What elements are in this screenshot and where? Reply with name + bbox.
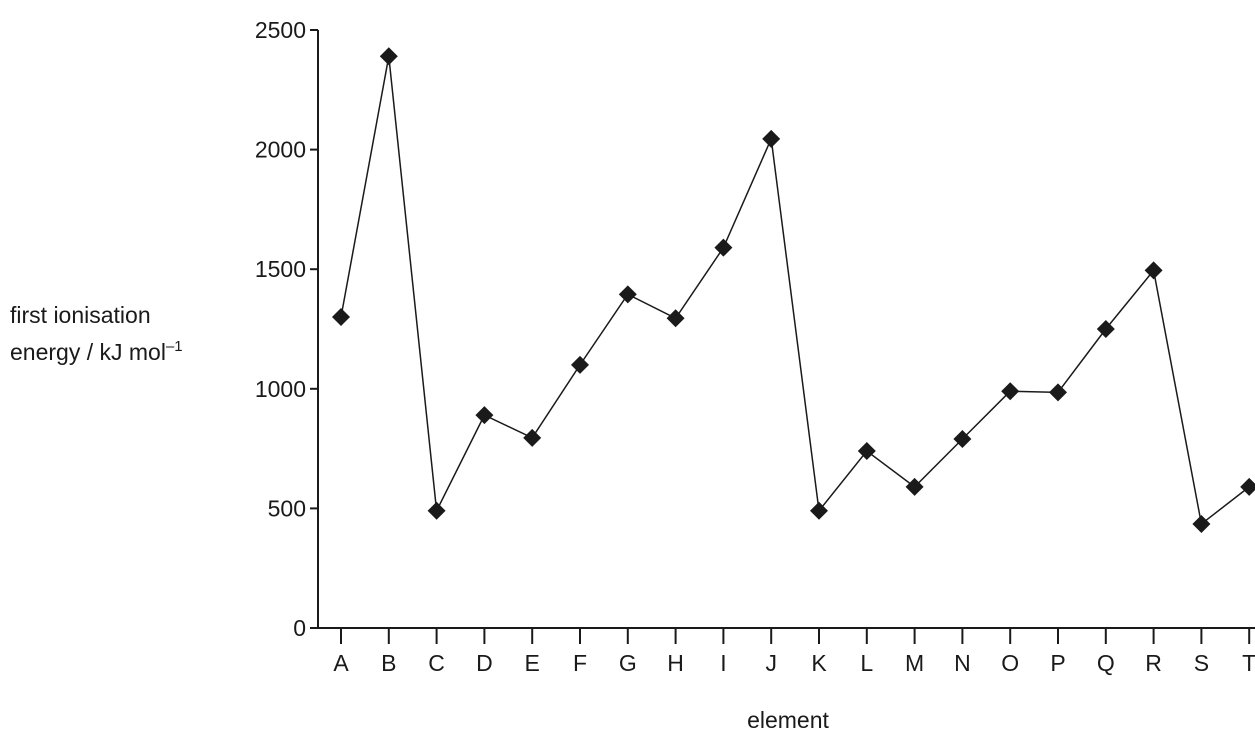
- x-tick-label: D: [476, 650, 493, 676]
- x-tick-label: N: [954, 650, 971, 676]
- x-tick-label: E: [525, 650, 540, 676]
- x-tick-label: G: [619, 650, 637, 676]
- x-tick-label: S: [1194, 650, 1209, 676]
- y-tick-label: 2000: [255, 137, 306, 163]
- x-tick-label: B: [381, 650, 396, 676]
- data-point-S: [1192, 514, 1211, 533]
- data-point-O: [1001, 382, 1020, 401]
- data-point-E: [523, 428, 542, 447]
- x-tick-label: A: [333, 650, 349, 676]
- data-point-J: [762, 129, 781, 148]
- y-axis-title-line-1: first ionisation: [10, 302, 151, 328]
- data-point-M: [905, 477, 924, 496]
- y-axis-title-line-2: energy / kJ mol–1: [10, 338, 183, 365]
- data-point-Q: [1096, 320, 1115, 338]
- data-point-H: [666, 309, 685, 328]
- data-point-L: [857, 441, 876, 460]
- data-point-P: [1049, 383, 1067, 402]
- series: [332, 47, 1255, 533]
- x-tick-label: P: [1050, 650, 1065, 676]
- x-tick-label: O: [1001, 650, 1019, 676]
- data-point-B: [379, 47, 398, 66]
- x-tick-label: K: [811, 650, 827, 676]
- x-tick-label: R: [1145, 650, 1162, 676]
- y-tick-label: 1500: [255, 256, 306, 282]
- y-axis: 0 500 1000 1500 2000 2500: [255, 17, 319, 641]
- data-point-T: [1240, 477, 1255, 496]
- data-point-R: [1144, 261, 1163, 280]
- x-tick-label: Q: [1097, 650, 1115, 676]
- x-tick-label: F: [573, 650, 587, 676]
- y-tick-label: 1000: [255, 376, 306, 402]
- y-axis-title-superscript: –1: [166, 338, 183, 355]
- x-tick-label: M: [905, 650, 924, 676]
- y-tick-label: 2500: [255, 17, 306, 43]
- x-axis: A B C D E F G H I J K L M N O P Q R S T: [318, 627, 1255, 676]
- x-tick-label: C: [428, 650, 445, 676]
- data-point-N: [953, 430, 972, 449]
- data-point-A: [332, 308, 350, 327]
- data-point-K: [810, 501, 828, 520]
- data-point-D: [475, 406, 494, 425]
- x-tick-label: J: [765, 650, 777, 676]
- x-tick-label: L: [860, 650, 873, 676]
- data-point-C: [427, 501, 446, 520]
- x-tick-label: H: [667, 650, 684, 676]
- y-axis-title-unit: energy / kJ mol: [10, 339, 166, 365]
- x-tick-label: I: [720, 650, 726, 676]
- x-tick-label: T: [1242, 650, 1255, 676]
- data-point-G: [618, 285, 637, 304]
- series-line: [340, 56, 1250, 526]
- data-point-F: [571, 355, 589, 374]
- y-tick-label: 500: [268, 495, 306, 521]
- x-axis-title: element: [747, 707, 829, 733]
- y-tick-label: 0: [293, 615, 306, 641]
- data-point-I: [714, 238, 733, 257]
